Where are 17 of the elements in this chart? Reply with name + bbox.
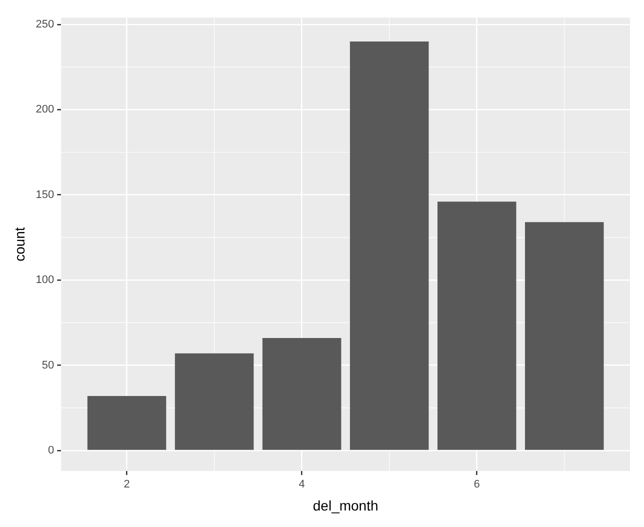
- y-axis-title: count: [11, 227, 28, 262]
- x-tick-label: 4: [298, 478, 305, 491]
- bar: [174, 353, 254, 450]
- bar: [524, 222, 604, 450]
- y-tick-label: 150: [36, 188, 54, 201]
- bar: [87, 396, 166, 450]
- y-tick-label: 100: [36, 274, 54, 286]
- y-tick-label: 50: [42, 359, 54, 372]
- bar: [350, 41, 429, 450]
- y-tick-label: 250: [36, 18, 54, 30]
- x-axis-title: del_month: [312, 497, 378, 514]
- y-tick-label: 200: [36, 104, 54, 116]
- x-tick-label: 2: [124, 478, 130, 491]
- x-tick-label: 6: [474, 478, 480, 491]
- bar: [437, 202, 516, 450]
- bar: [262, 338, 342, 450]
- y-tick-label: 0: [48, 444, 54, 457]
